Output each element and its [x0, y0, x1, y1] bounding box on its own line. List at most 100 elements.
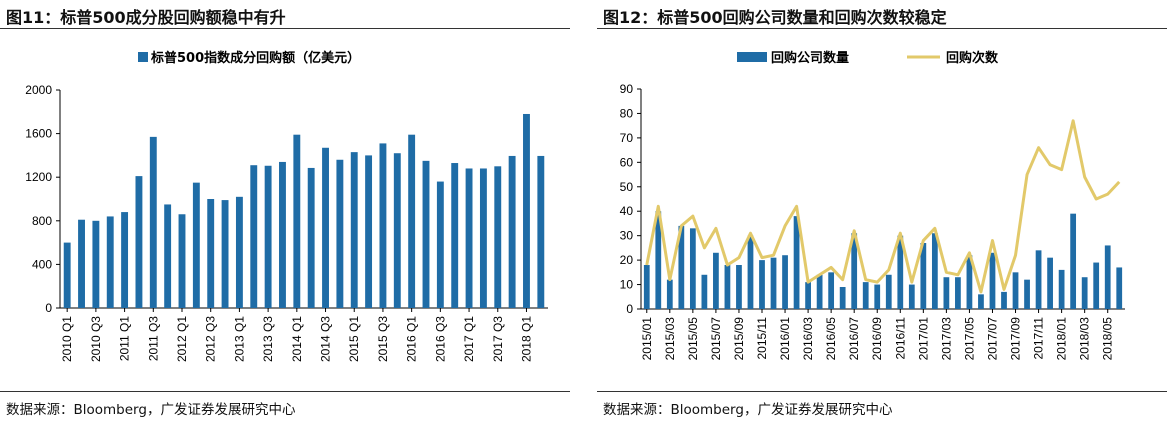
- bar: [451, 163, 459, 308]
- bar: [978, 294, 984, 309]
- y-tick-label: 50: [620, 180, 634, 194]
- bar: [121, 212, 129, 308]
- bar: [666, 279, 673, 309]
- source-note: 数据来源：Bloomberg，广发证券发展研究中心: [6, 402, 296, 418]
- x-tick-label: 2011 Q1: [118, 316, 132, 361]
- x-tick-label: 2011 Q3: [146, 316, 160, 361]
- x-tick-label: 2015/11: [755, 317, 769, 360]
- y-tick-label: 2000: [25, 83, 52, 97]
- bar: [178, 214, 186, 308]
- y-tick-label: 800: [32, 214, 52, 228]
- bar: [494, 166, 502, 308]
- x-tick-label: 2017/11: [1032, 317, 1046, 360]
- bar: [479, 168, 487, 308]
- right-panel: 图12：标普500回购公司数量和回购次数较稳定 0 10 20 30 40 50 60 70 8…: [597, 0, 1167, 424]
- bar: [221, 200, 229, 308]
- bar: [279, 161, 286, 308]
- bar: [678, 225, 685, 309]
- y-tick-label: 1600: [25, 127, 52, 141]
- y-tick-label: 0: [626, 302, 633, 316]
- x-tick-label: 2015/07: [709, 317, 723, 361]
- bar: [782, 255, 788, 309]
- bar: [1093, 262, 1100, 309]
- bar: [689, 228, 696, 309]
- y-tick-label: 60: [620, 155, 634, 169]
- bar: [235, 196, 243, 308]
- bar: [805, 282, 811, 309]
- y-tick-label: 10: [620, 278, 634, 292]
- y-tick-label: 70: [620, 131, 634, 145]
- bottom-rule: [597, 391, 1167, 392]
- bar: [955, 277, 961, 309]
- x-tick-label: 2015/03: [663, 317, 677, 361]
- x-tick-label: 2018 Q1: [519, 316, 533, 362]
- bar: [1104, 245, 1111, 309]
- x-tick-label: 2017/07: [985, 317, 999, 361]
- bar: [770, 257, 777, 309]
- bar: [1024, 279, 1030, 309]
- bar: [78, 219, 85, 308]
- bar: [164, 204, 172, 308]
- bar: [1001, 291, 1007, 309]
- x-tick-label: 2017 Q1: [462, 316, 476, 362]
- x-tick-label: 2016/09: [870, 317, 884, 361]
- bar: [1070, 213, 1077, 309]
- buyback-amount-chart: 0 400 800 1200 1600 2000 2010 Q1 2010 Q3 2011 Q1…: [25, 50, 548, 362]
- series-line: [645, 119, 1121, 294]
- bottom-rule: [0, 391, 570, 392]
- x-tick-label: 2016 Q1: [405, 316, 419, 362]
- x-tick-label: 2014 Q3: [319, 316, 333, 362]
- bar: [851, 233, 858, 309]
- bar: [828, 272, 835, 309]
- x-tick-label: 2017 Q3: [491, 316, 505, 362]
- bar: [63, 242, 71, 308]
- x-tick-label: 2018/03: [1078, 317, 1092, 361]
- x-tick-label: 2014 Q1: [290, 316, 304, 362]
- bar: [135, 176, 143, 308]
- x-tick-label: 2012 Q1: [175, 316, 189, 362]
- bar: [106, 216, 114, 308]
- x-tick-label: 2016/05: [824, 317, 838, 361]
- x-tick-label: 2017/09: [1009, 317, 1023, 361]
- bar: [943, 277, 950, 309]
- bar: [1116, 267, 1123, 309]
- bar: [862, 282, 869, 309]
- x-tick-label: 2017/05: [962, 317, 976, 361]
- bar: [874, 284, 881, 309]
- bar: [931, 233, 938, 309]
- bar: [701, 274, 708, 309]
- y-tick-label: 80: [620, 106, 634, 120]
- x-tick-label: 2016 Q3: [433, 316, 447, 362]
- bar: [293, 134, 301, 308]
- source-note: 数据来源：Bloomberg，广发证券发展研究中心: [603, 402, 893, 418]
- bar: [1047, 257, 1053, 309]
- bar: [307, 167, 315, 308]
- bar: [747, 235, 754, 309]
- x-tick-label: 2015/09: [732, 317, 746, 361]
- bar: [643, 265, 650, 309]
- y-tick-label: 40: [620, 204, 634, 218]
- x-tick-label: 2015/05: [686, 317, 700, 361]
- x-tick-label: 2018/05: [1101, 317, 1115, 361]
- bar: [250, 165, 258, 308]
- bar: [436, 181, 444, 308]
- legend-swatch-bar: [737, 52, 767, 62]
- x-tick-label: 2015 Q3: [376, 316, 390, 362]
- bar: [322, 147, 329, 308]
- bar: [422, 160, 430, 308]
- y-tick-label: 0: [45, 301, 52, 315]
- left-panel: 图11：标普500成分股回购额稳中有升 0 400 800 1200 1600 2000 2…: [0, 0, 570, 424]
- legend-label: 标普500指数成分回购额（亿美元）: [150, 50, 360, 66]
- figure-title: 图12：标普500回购公司数量和回购次数较稳定: [603, 8, 947, 27]
- bar: [350, 152, 358, 308]
- bar: [1012, 272, 1019, 309]
- x-tick-label: 2010 Q1: [60, 316, 74, 362]
- y-tick-label: 20: [620, 253, 634, 267]
- bar: [1058, 269, 1065, 309]
- bar: [816, 274, 823, 309]
- bar: [92, 220, 100, 308]
- bar: [989, 252, 996, 309]
- bar: [336, 159, 344, 308]
- bar: [207, 199, 215, 308]
- legend-swatch: [138, 52, 148, 62]
